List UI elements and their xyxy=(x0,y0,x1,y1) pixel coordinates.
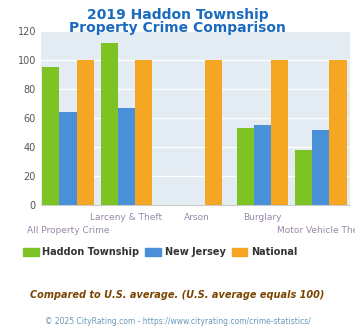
Bar xyxy=(60,112,77,205)
Bar xyxy=(118,108,135,205)
Text: Arson: Arson xyxy=(184,213,209,222)
Text: Compared to U.S. average. (U.S. average equals 100): Compared to U.S. average. (U.S. average … xyxy=(30,290,325,300)
Text: © 2025 CityRating.com - https://www.cityrating.com/crime-statistics/: © 2025 CityRating.com - https://www.city… xyxy=(45,317,310,326)
Text: Motor Vehicle Theft: Motor Vehicle Theft xyxy=(277,226,355,235)
Text: All Property Crime: All Property Crime xyxy=(27,226,109,235)
Bar xyxy=(254,125,271,205)
Bar xyxy=(312,129,329,205)
Text: 2019 Haddon Township: 2019 Haddon Township xyxy=(87,8,268,22)
Bar xyxy=(237,128,254,205)
Bar xyxy=(77,60,94,205)
Text: Larceny & Theft: Larceny & Theft xyxy=(90,213,163,222)
Bar xyxy=(42,67,60,205)
Bar xyxy=(205,60,222,205)
Bar xyxy=(295,150,312,205)
Legend: Haddon Township, New Jersey, National: Haddon Township, New Jersey, National xyxy=(19,243,301,261)
Text: Property Crime Comparison: Property Crime Comparison xyxy=(69,21,286,35)
Bar xyxy=(135,60,152,205)
Bar xyxy=(271,60,288,205)
Bar xyxy=(329,60,346,205)
Text: Burglary: Burglary xyxy=(243,213,282,222)
Bar xyxy=(101,43,118,205)
